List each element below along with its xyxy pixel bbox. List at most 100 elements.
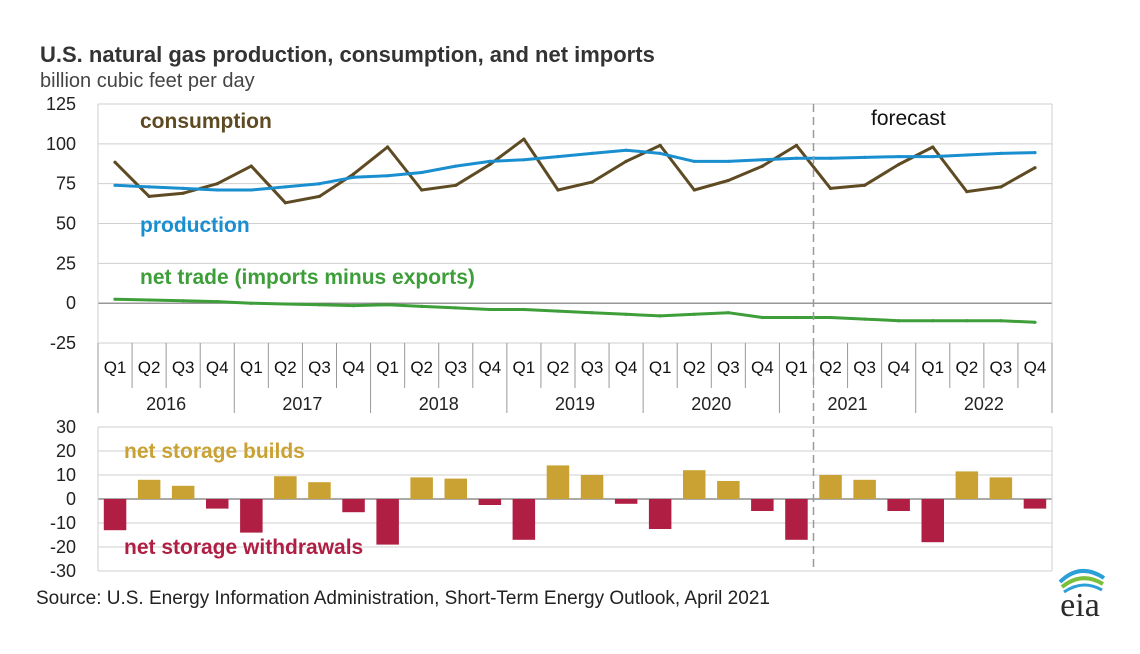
y-tick-label: -20 bbox=[50, 537, 76, 557]
series-2-point bbox=[931, 319, 935, 323]
series-0-point bbox=[454, 183, 458, 187]
series-2-point bbox=[283, 302, 287, 306]
quarter-label: Q4 bbox=[751, 358, 774, 377]
series-0-point bbox=[283, 201, 287, 205]
storage-bar bbox=[546, 465, 570, 499]
bottom-y-tick-labels: 30 20 10 0 -10 -20 -30 bbox=[50, 417, 76, 581]
series-2-point bbox=[113, 297, 117, 301]
quarter-label: Q1 bbox=[921, 358, 944, 377]
series-0-point bbox=[965, 190, 969, 194]
y-tick-label: 10 bbox=[56, 465, 76, 485]
storage-bar bbox=[376, 499, 399, 545]
series-1-point bbox=[624, 148, 628, 152]
y-tick-label: 30 bbox=[56, 417, 76, 437]
bottom-annotations: net storage builds net storage withdrawal… bbox=[124, 440, 363, 559]
series-1-point bbox=[692, 159, 696, 163]
y-tick-label: -25 bbox=[50, 333, 76, 353]
series-0-point bbox=[113, 160, 117, 164]
series-1-point bbox=[760, 158, 765, 162]
series-0-point bbox=[590, 180, 594, 184]
series-2-point bbox=[726, 311, 730, 315]
series-2-point bbox=[317, 303, 322, 307]
series-1-point bbox=[522, 158, 526, 162]
quarter-label: Q2 bbox=[819, 358, 842, 377]
y-tick-label: 50 bbox=[56, 214, 76, 234]
quarter-label: Q3 bbox=[717, 358, 740, 377]
quarter-label: Q2 bbox=[410, 358, 433, 377]
y-tick-label: 75 bbox=[56, 174, 76, 194]
series-0-point bbox=[760, 164, 765, 168]
series-2-point bbox=[488, 307, 492, 312]
quarter-label: Q2 bbox=[274, 358, 297, 377]
series-1-point bbox=[897, 155, 901, 159]
quarter-label: Q4 bbox=[478, 358, 501, 377]
year-label: 2022 bbox=[964, 394, 1004, 414]
series-1-point bbox=[999, 151, 1003, 155]
series-line-2 bbox=[114, 297, 1036, 324]
series-1-point bbox=[828, 156, 833, 160]
positive-bar-label: net storage builds bbox=[124, 440, 305, 463]
series-1-point bbox=[147, 185, 151, 189]
top-y-tick-labels: 125 100 75 50 25 0 -25 bbox=[46, 94, 76, 353]
storage-bar bbox=[887, 499, 910, 511]
storage-bar bbox=[751, 499, 774, 511]
series-2-point bbox=[999, 319, 1003, 323]
year-label: 2018 bbox=[419, 394, 459, 414]
quarter-label: Q2 bbox=[138, 358, 161, 377]
series-1-point bbox=[215, 188, 219, 192]
x-axis: Q1 Q2 Q3 Q4 Q1 Q2 Q3 Q4 Q1 Q2 Q3 Q4 Q1 Q2 Q3 Q4 Q1 Q2 Q3 Q4… bbox=[97, 343, 1053, 414]
series-2-point bbox=[215, 300, 219, 304]
y-tick-label: 0 bbox=[66, 293, 76, 313]
series-2-point bbox=[420, 304, 424, 308]
storage-bar bbox=[819, 475, 842, 499]
storage-bar bbox=[921, 499, 944, 543]
series-0-point bbox=[351, 172, 356, 176]
quarter-label: Q3 bbox=[172, 358, 195, 377]
series-1-point bbox=[113, 183, 117, 187]
quarter-label: Q4 bbox=[206, 358, 229, 377]
storage-bar bbox=[308, 482, 331, 499]
series-2-point bbox=[828, 315, 833, 320]
storage-bar bbox=[512, 499, 536, 540]
storage-bar bbox=[478, 499, 502, 505]
quarter-label: Q1 bbox=[649, 358, 672, 377]
series-0-point bbox=[215, 182, 219, 186]
series-0-point bbox=[522, 137, 526, 141]
series-2-point bbox=[147, 298, 151, 302]
storage-bar bbox=[785, 499, 808, 540]
series-2-point bbox=[760, 315, 765, 320]
series-2-point bbox=[692, 312, 696, 316]
series-2-point bbox=[351, 304, 356, 308]
series-2-point bbox=[624, 312, 628, 316]
year-label: 2017 bbox=[282, 394, 322, 414]
series-1-point bbox=[863, 155, 867, 159]
series-1-point bbox=[420, 170, 424, 175]
series-1-point bbox=[556, 155, 560, 159]
series-0-point bbox=[794, 143, 799, 147]
storage-bar bbox=[614, 499, 638, 504]
storage-bar bbox=[989, 477, 1013, 499]
series-2-point bbox=[556, 309, 560, 313]
series-1-point bbox=[283, 185, 287, 189]
storage-bar bbox=[206, 499, 229, 509]
series-1-point bbox=[965, 153, 969, 157]
quarter-label: Q4 bbox=[615, 358, 638, 377]
year-label: 2021 bbox=[828, 394, 868, 414]
series-0-point bbox=[147, 194, 151, 198]
quarter-label: Q4 bbox=[342, 358, 365, 377]
series-line-1 bbox=[114, 148, 1036, 192]
year-label: 2019 bbox=[555, 394, 595, 414]
quarter-label: Q4 bbox=[1024, 358, 1047, 377]
series-2-point bbox=[181, 299, 185, 303]
chart-subtitle: billion cubic feet per day bbox=[40, 70, 255, 92]
quarter-label: Q4 bbox=[887, 358, 910, 377]
series-2-point bbox=[965, 319, 969, 323]
storage-bars bbox=[103, 465, 1047, 545]
series-0-point bbox=[1033, 166, 1037, 170]
series-1-point bbox=[488, 159, 492, 163]
series-0-point bbox=[420, 188, 424, 192]
series-2-point bbox=[522, 307, 526, 312]
quarter-label: Q2 bbox=[683, 358, 706, 377]
series-label-2: net trade (imports minus exports) bbox=[140, 266, 475, 289]
top-annotations: consumption production net trade (imports … bbox=[140, 107, 946, 289]
